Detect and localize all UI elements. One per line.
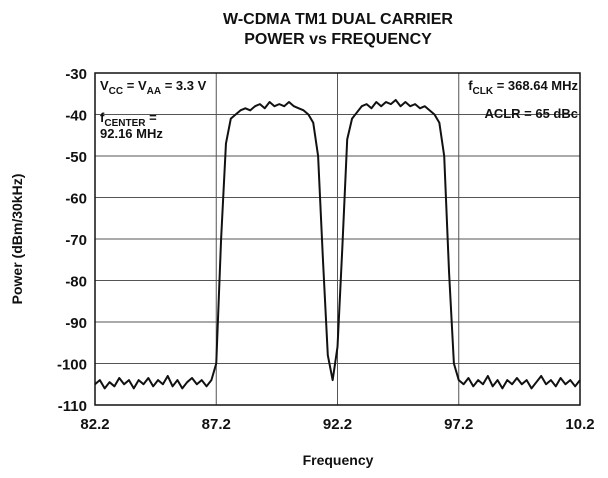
annotation-text: = <box>145 110 157 125</box>
annotation-text: = 3.3 V <box>161 78 206 93</box>
spectrum-line <box>94 98 581 390</box>
y-tick-label: -30 <box>65 66 87 83</box>
y-tick-label: -90 <box>65 315 87 332</box>
y-tick-label: -80 <box>65 274 87 291</box>
annotation: fCLK = 368.64 MHz <box>468 78 578 97</box>
y-tick-label: -50 <box>65 149 87 166</box>
x-tick-label: 87.2 <box>202 416 231 433</box>
annotation-subscript: CLK <box>473 86 494 97</box>
chart-title: POWER vs FREQUENCY <box>244 31 432 48</box>
annotation-text: V <box>100 78 109 93</box>
annotation-text: ACLR = 65 dBc <box>484 106 578 121</box>
annotation: VCC = VAA = 3.3 V <box>100 78 207 97</box>
annotation-subscript: AA <box>147 86 161 97</box>
annotation-subscript: CENTER <box>104 118 146 129</box>
annotation-text: = V <box>123 78 147 93</box>
annotation: fCENTER = <box>100 110 157 129</box>
x-axis-label: Frequency <box>303 452 374 468</box>
annotation-text: = 368.64 MHz <box>493 78 578 93</box>
x-tick-label: 82.2 <box>80 416 109 433</box>
plot-frame <box>94 72 581 406</box>
annotation: 92.16 MHz <box>100 126 163 141</box>
x-tick-label: 92.2 <box>323 416 352 433</box>
chart-title: W-CDMA TM1 DUAL CARRIER <box>223 11 453 28</box>
y-tick-label: -40 <box>65 108 87 125</box>
x-tick-label: 10.2 <box>565 416 594 433</box>
annotation-text: 92.16 MHz <box>100 126 163 141</box>
y-tick-label: -70 <box>65 232 87 249</box>
y-tick-label: -100 <box>57 357 87 374</box>
x-tick-label: 97.2 <box>444 416 473 433</box>
annotation: ACLR = 65 dBc <box>484 106 578 121</box>
y-tick-label: -60 <box>65 191 87 208</box>
annotation-subscript: CC <box>109 86 123 97</box>
annotation-text: f <box>100 110 105 125</box>
y-tick-label: -110 <box>58 398 87 415</box>
y-axis-label: Power (dBm/30kHz) <box>9 174 25 305</box>
annotation-text: f <box>468 78 473 93</box>
